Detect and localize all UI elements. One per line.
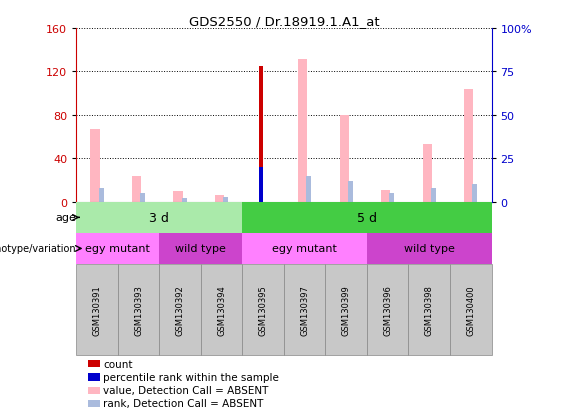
Bar [450, 264, 492, 355]
Bar [76, 233, 159, 264]
Bar [118, 264, 159, 355]
Bar [431, 188, 436, 202]
Bar [408, 264, 450, 355]
Bar [389, 194, 394, 202]
Bar [284, 264, 325, 355]
Bar [182, 199, 187, 202]
Bar [298, 60, 307, 202]
Bar [132, 176, 141, 202]
Text: GSM130397: GSM130397 [300, 285, 309, 335]
Bar [367, 233, 492, 264]
Bar [340, 116, 349, 202]
Bar [140, 194, 145, 202]
Bar [306, 176, 311, 202]
Bar [381, 190, 390, 202]
Bar [472, 185, 477, 202]
Text: GSM130391: GSM130391 [93, 285, 102, 335]
Bar [90, 130, 99, 202]
Text: GSM130393: GSM130393 [134, 285, 143, 335]
Text: 5 d: 5 d [357, 211, 377, 224]
Text: wild type: wild type [404, 244, 455, 254]
Bar [76, 264, 118, 355]
Text: GSM130400: GSM130400 [466, 285, 475, 335]
Text: rank, Detection Call = ABSENT: rank, Detection Call = ABSENT [103, 399, 264, 408]
Text: GSM130392: GSM130392 [176, 285, 185, 335]
Bar [159, 233, 242, 264]
Text: age: age [55, 213, 76, 223]
Bar [259, 168, 263, 202]
Text: egy mutant: egy mutant [272, 244, 337, 254]
Bar [242, 233, 367, 264]
Bar [99, 188, 104, 202]
Bar [76, 202, 242, 233]
Text: value, Detection Call = ABSENT: value, Detection Call = ABSENT [103, 385, 269, 395]
Text: GSM130398: GSM130398 [425, 285, 434, 335]
Bar [348, 182, 353, 202]
Text: wild type: wild type [175, 244, 227, 254]
Bar [215, 195, 224, 202]
Text: GSM130394: GSM130394 [217, 285, 226, 335]
Bar [259, 67, 263, 202]
Title: GDS2550 / Dr.18919.1.A1_at: GDS2550 / Dr.18919.1.A1_at [189, 15, 379, 28]
Text: GSM130399: GSM130399 [342, 285, 351, 335]
Text: genotype/variation: genotype/variation [0, 244, 76, 254]
Bar [367, 264, 408, 355]
Bar [223, 197, 228, 202]
Bar [325, 264, 367, 355]
Bar [464, 90, 473, 202]
Bar [242, 202, 492, 233]
Text: percentile rank within the sample: percentile rank within the sample [103, 372, 279, 382]
Text: GSM130396: GSM130396 [383, 285, 392, 335]
Text: count: count [103, 359, 133, 369]
Bar [201, 264, 242, 355]
Text: GSM130395: GSM130395 [259, 285, 268, 335]
Bar [159, 264, 201, 355]
Text: 3 d: 3 d [149, 211, 169, 224]
Bar [173, 192, 182, 202]
Bar [242, 264, 284, 355]
Bar [423, 145, 432, 202]
Text: egy mutant: egy mutant [85, 244, 150, 254]
